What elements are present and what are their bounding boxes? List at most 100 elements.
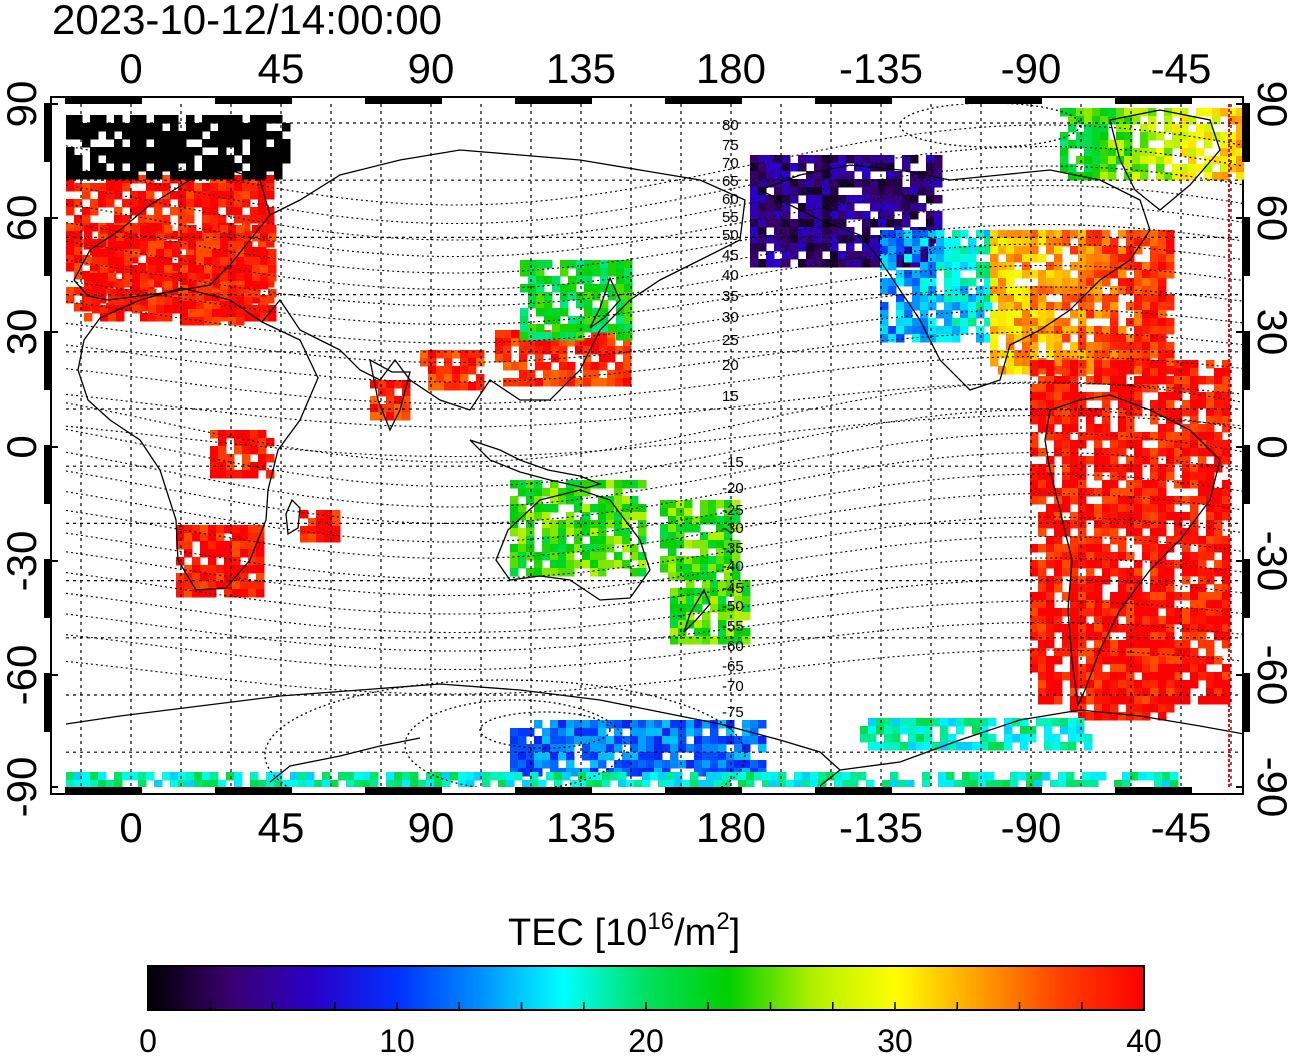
tec-cell — [1110, 246, 1119, 255]
tec-cell — [582, 504, 591, 513]
tec-cell — [1100, 172, 1109, 181]
tec-cell — [66, 155, 75, 164]
tec-cell — [1172, 140, 1181, 149]
tec-cell — [984, 334, 993, 343]
tec-cell — [1070, 310, 1079, 319]
tec-cell — [638, 568, 647, 577]
tec-cell — [904, 302, 913, 311]
tec-cell — [583, 378, 592, 387]
tec-cell — [236, 317, 245, 326]
tec-cell — [1190, 448, 1199, 457]
tec-cell — [614, 528, 623, 537]
tec-cell — [1038, 672, 1047, 681]
tec-cell — [1086, 270, 1095, 279]
tec-cell — [900, 742, 909, 751]
tec-cell — [1062, 472, 1071, 481]
axis-ticks — [44, 96, 1250, 795]
tec-cell — [592, 308, 601, 317]
tec-cell — [546, 772, 555, 781]
tec-cell — [630, 720, 639, 729]
tec-cell — [1228, 148, 1237, 157]
tec-cell — [1020, 742, 1029, 751]
tec-cell — [1114, 780, 1123, 787]
tec-cell — [1118, 376, 1127, 385]
tec-cell — [1108, 108, 1117, 117]
tec-cell — [1222, 424, 1231, 433]
tec-cell — [308, 518, 317, 527]
tec-cell — [614, 496, 623, 505]
tec-cell — [200, 525, 209, 534]
tec-cell — [976, 310, 985, 319]
tec-cell — [1198, 552, 1207, 561]
tec-cell — [530, 780, 539, 787]
tec-cell — [700, 508, 709, 517]
tec-cell — [378, 388, 387, 397]
tec-cell — [510, 752, 519, 761]
tec-cell — [1142, 488, 1151, 497]
tec-cell — [490, 772, 499, 781]
tec-cell — [256, 541, 265, 550]
tec-cell — [1110, 696, 1119, 705]
tec-cell — [614, 720, 623, 729]
tec-cell — [1030, 246, 1039, 255]
tec-cell — [1134, 310, 1143, 319]
tec-cell — [1134, 366, 1143, 375]
tec-cell — [132, 265, 141, 274]
tec-cell — [1022, 254, 1031, 263]
tec-cell — [1094, 456, 1103, 465]
tec-cell — [138, 115, 147, 124]
tec-cell — [734, 736, 743, 745]
tec-cell — [1222, 496, 1231, 505]
tec-cell — [1110, 384, 1119, 393]
tec-cell — [90, 131, 99, 140]
tec-cell — [926, 219, 935, 228]
tec-cell — [782, 235, 791, 244]
tec-cell — [503, 346, 512, 355]
contour-line — [66, 331, 1243, 383]
tec-cell — [1086, 624, 1095, 633]
tec-cell — [148, 225, 157, 234]
tec-cell — [662, 720, 671, 729]
tec-cell — [990, 334, 999, 343]
lon-tick-label-top: -45 — [1151, 45, 1212, 92]
tec-cell — [802, 772, 811, 781]
tec-cell — [666, 772, 675, 781]
tec-cell — [608, 268, 617, 277]
tec-cell — [228, 249, 237, 258]
tec-cell — [100, 313, 109, 322]
tec-cell — [998, 318, 1007, 327]
tec-cell — [188, 285, 197, 294]
tec-cell — [718, 612, 727, 621]
tec-cell — [1206, 408, 1215, 417]
tec-cell — [968, 302, 977, 311]
tec-cell — [138, 175, 147, 184]
tec-cell — [1006, 294, 1015, 303]
tec-cell — [202, 183, 211, 192]
tec-cell — [638, 744, 647, 753]
tec-cell — [82, 123, 91, 132]
tec-cell — [510, 480, 519, 489]
tec-cell — [750, 259, 759, 268]
tec-cell — [732, 540, 741, 549]
tec-cell — [1046, 632, 1055, 641]
tec-cell — [1070, 536, 1079, 545]
tec-cell — [1110, 310, 1119, 319]
tec-cell — [346, 780, 355, 787]
tec-cell — [566, 528, 575, 537]
tec-cell — [1110, 680, 1119, 689]
tec-cell — [1140, 156, 1149, 165]
colorbar-tick-label: 30 — [877, 1023, 913, 1057]
tec-cell — [434, 780, 443, 787]
tec-cell — [560, 300, 569, 309]
tec-cell — [623, 338, 632, 347]
tec-cell — [868, 742, 877, 751]
tec-cell — [1142, 616, 1151, 625]
tec-cell — [1054, 262, 1063, 271]
tec-cell — [164, 241, 173, 250]
tec-cell — [1094, 552, 1103, 561]
tec-cell — [90, 780, 99, 787]
tec-cell — [1094, 270, 1103, 279]
tec-cell — [1142, 680, 1151, 689]
tec-cell — [1206, 448, 1215, 457]
tec-cell — [1206, 648, 1215, 657]
